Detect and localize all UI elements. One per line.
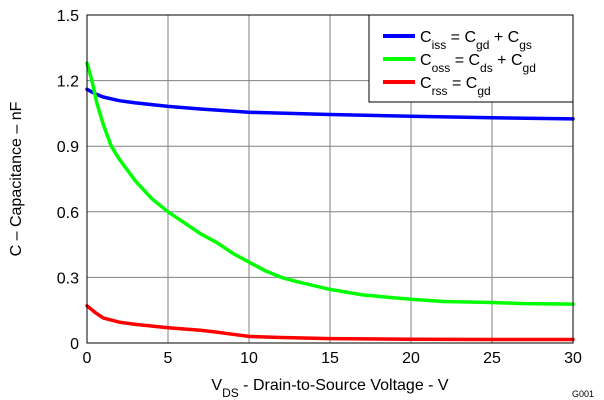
y-axis-label: C – Capacitance – nF [8,101,25,256]
y-tick-label: 1.2 [57,74,79,91]
x-axis-label: VDS - Drain-to-Source Voltage - V [211,377,449,400]
series-lines [85,61,575,342]
y-tick-label: 0.9 [57,139,79,156]
y-tick-label: 1.5 [57,8,79,25]
figure-id: G001 [572,389,594,399]
y-axis-ticks: 0 0.3 0.6 0.9 1.2 1.5 [57,8,79,353]
legend-label-ciss: Ciss = Cgd + Cgs [420,29,532,52]
y-tick-label: 0.3 [57,270,79,287]
x-tick-label: 25 [483,350,501,367]
legend-label-coss: Coss = Cds + Cgd [420,52,536,75]
series-line-crss [85,304,575,342]
legend-label-crss: Crss = Cgd [420,75,491,98]
plot-frame [86,14,574,344]
x-tick-label: 15 [321,350,339,367]
series-line-ciss [85,87,575,121]
series-line-coss [85,61,575,306]
x-tick-label: 0 [83,350,92,367]
x-tick-label: 10 [240,350,258,367]
x-tick-label: 30 [564,350,582,367]
x-tick-label: 5 [164,350,173,367]
y-tick-label: 0 [70,336,79,353]
y-tick-label: 0.6 [57,205,79,222]
x-tick-label: 20 [402,350,420,367]
x-axis-ticks: 0 5 10 15 20 25 30 [83,350,582,367]
